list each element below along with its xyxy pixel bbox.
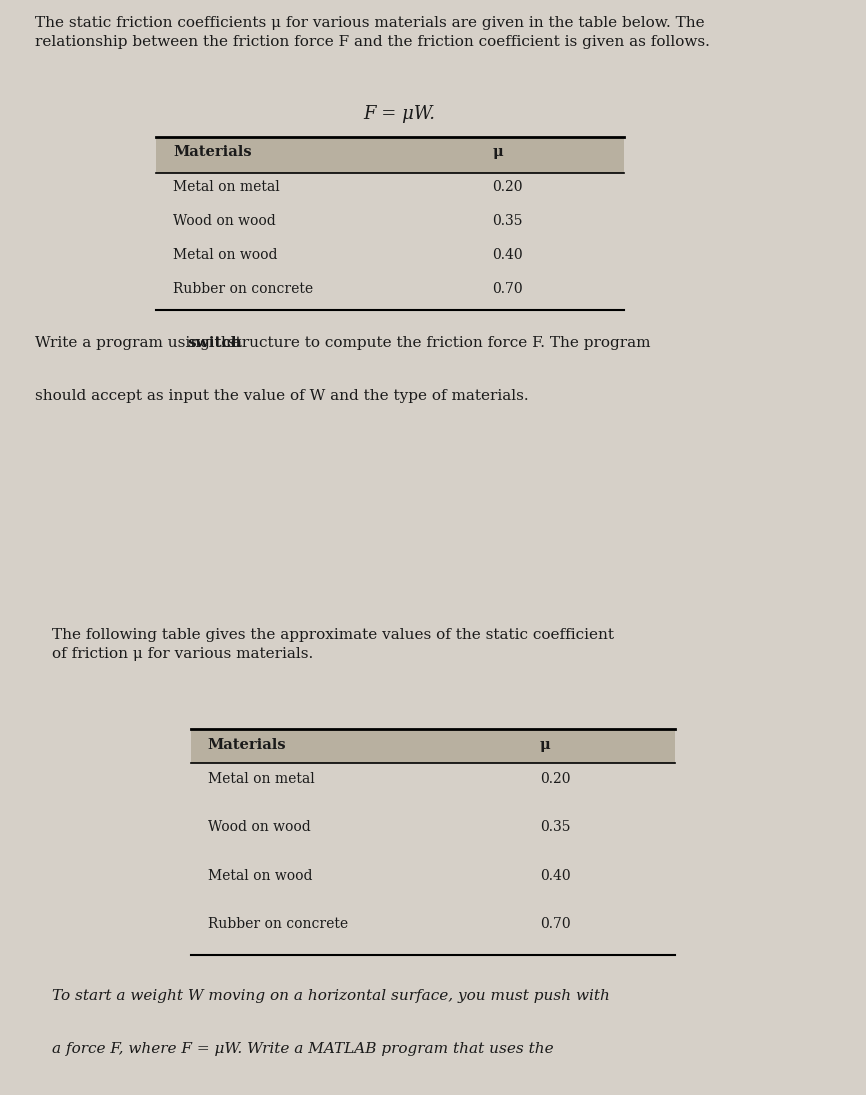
FancyBboxPatch shape bbox=[191, 810, 675, 858]
Text: The following table gives the approximate values of the static coefficient
of fr: The following table gives the approximat… bbox=[52, 627, 614, 661]
Text: 0.70: 0.70 bbox=[540, 917, 571, 931]
Text: 0.35: 0.35 bbox=[493, 214, 523, 228]
Text: structure to compute the friction force F. The program: structure to compute the friction force … bbox=[223, 336, 650, 350]
Text: Metal on wood: Metal on wood bbox=[173, 249, 278, 262]
Text: 0.35: 0.35 bbox=[540, 820, 570, 834]
Text: Metal on metal: Metal on metal bbox=[173, 180, 280, 194]
Text: Wood on wood: Wood on wood bbox=[173, 214, 276, 228]
FancyBboxPatch shape bbox=[156, 173, 624, 208]
FancyBboxPatch shape bbox=[191, 762, 675, 810]
Text: μ: μ bbox=[493, 145, 503, 159]
Text: a force F, where F = μW. Write a MATLAB program that uses the: a force F, where F = μW. Write a MATLAB … bbox=[52, 1042, 553, 1056]
Text: 0.20: 0.20 bbox=[540, 772, 570, 786]
Text: The static friction coefficients μ for various materials are given in the table : The static friction coefficients μ for v… bbox=[35, 15, 709, 49]
FancyBboxPatch shape bbox=[156, 208, 624, 242]
FancyBboxPatch shape bbox=[156, 276, 624, 310]
Text: Write a program using the: Write a program using the bbox=[35, 336, 244, 350]
Text: 0.40: 0.40 bbox=[540, 868, 571, 883]
FancyBboxPatch shape bbox=[156, 242, 624, 276]
Text: 0.40: 0.40 bbox=[493, 249, 523, 262]
Text: Materials: Materials bbox=[173, 145, 252, 159]
Text: μ: μ bbox=[540, 738, 551, 752]
Text: switch: switch bbox=[188, 336, 242, 350]
FancyBboxPatch shape bbox=[156, 137, 624, 173]
Text: Rubber on concrete: Rubber on concrete bbox=[208, 917, 348, 931]
Text: should accept as input the value of W and the type of materials.: should accept as input the value of W an… bbox=[35, 389, 528, 403]
FancyBboxPatch shape bbox=[191, 907, 675, 955]
Text: Metal on wood: Metal on wood bbox=[208, 868, 313, 883]
Text: Rubber on concrete: Rubber on concrete bbox=[173, 283, 313, 297]
Text: F = μW.: F = μW. bbox=[364, 105, 436, 123]
Text: 0.20: 0.20 bbox=[493, 180, 523, 194]
FancyBboxPatch shape bbox=[191, 858, 675, 907]
Text: Metal on metal: Metal on metal bbox=[208, 772, 314, 786]
Text: 0.70: 0.70 bbox=[493, 283, 523, 297]
FancyBboxPatch shape bbox=[191, 729, 675, 762]
Text: To start a weight W moving on a horizontal surface, you must push with: To start a weight W moving on a horizont… bbox=[52, 989, 610, 1003]
Text: Wood on wood: Wood on wood bbox=[208, 820, 311, 834]
Text: Materials: Materials bbox=[208, 738, 287, 752]
